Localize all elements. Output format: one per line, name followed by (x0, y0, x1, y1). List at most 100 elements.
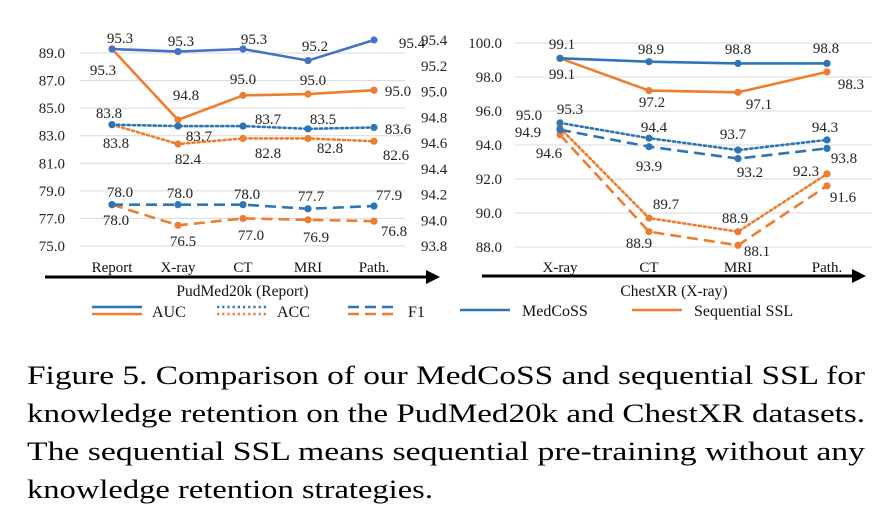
series-line-sequential-ssl-f1 (559, 133, 828, 247)
data-point (734, 241, 742, 249)
data-label: 77.7 (298, 189, 325, 205)
data-point (645, 134, 653, 142)
data-point (556, 126, 564, 134)
data-label: 78.0 (107, 185, 133, 201)
data-label: 92.3 (793, 164, 819, 180)
data-label: 83.7 (186, 129, 213, 145)
legend-label: F1 (408, 304, 425, 321)
data-label: 93.2 (737, 165, 763, 181)
data-label: 83.6 (385, 122, 412, 138)
data-label: 94.4 (641, 120, 668, 136)
data-point (734, 155, 742, 163)
data-label: 78.0 (167, 186, 193, 202)
data-point (823, 182, 831, 190)
y-tick-label-left: 88.0 (476, 240, 502, 256)
data-point (823, 59, 831, 67)
data-point (645, 228, 653, 236)
legend: MedCoSS Sequential SSL (460, 303, 793, 320)
data-label: 94.6 (536, 146, 563, 162)
y-tick-label-left: 83.0 (39, 129, 65, 145)
data-label: 82.8 (317, 141, 343, 157)
data-point (304, 125, 312, 133)
data-point (370, 123, 378, 132)
data-label: 93.7 (720, 127, 747, 143)
data-point (239, 45, 247, 53)
data-point (174, 116, 182, 124)
data-point (239, 134, 247, 143)
data-point (174, 47, 182, 56)
legend-label: MedCoSS (522, 303, 588, 320)
data-point (645, 58, 653, 66)
data-label: 95.3 (168, 34, 194, 50)
data-point (239, 214, 247, 223)
x-tick-label: Report (92, 260, 134, 276)
data-point (370, 202, 378, 210)
x-tick-label: X-ray (543, 260, 578, 276)
data-point (370, 36, 378, 44)
series-line-medcoss-acc (558, 121, 829, 152)
data-label: 91.6 (830, 190, 857, 206)
caption-line: Figure 5. Comparison of our MedCoSS and … (27, 361, 865, 390)
data-point (370, 137, 378, 145)
data-point (734, 228, 742, 236)
data-label: 95.0 (300, 73, 326, 89)
legend: AUC ACC F1 (92, 304, 425, 321)
data-label: 76.5 (170, 234, 196, 250)
data-point (645, 87, 653, 95)
data-label: 88.1 (744, 244, 770, 260)
data-point (734, 59, 742, 67)
x-tick-label: CT (233, 260, 252, 276)
data-label: 78.0 (103, 213, 129, 229)
data-point (304, 57, 312, 65)
y-tick-label-left: 94.0 (476, 138, 502, 154)
data-label: 95.0 (385, 84, 411, 100)
data-label: 83.8 (103, 136, 129, 152)
data-label: 77.0 (238, 228, 264, 244)
data-label: 89.7 (653, 197, 680, 213)
data-label: 95.3 (90, 63, 116, 79)
data-label: 95.0 (516, 108, 542, 124)
data-point (734, 146, 742, 154)
data-point (108, 201, 116, 209)
data-label: 88.9 (722, 211, 748, 227)
data-point (823, 136, 831, 144)
data-label: 95.3 (107, 31, 133, 47)
data-point (823, 144, 831, 152)
data-label: 83.5 (310, 112, 336, 128)
series-line-medcoss-f1 (112, 203, 375, 211)
y-tick-label-right: 94.4 (421, 162, 448, 178)
y-tick-label-left: 96.0 (476, 104, 502, 120)
y-tick-label-left: 89.0 (39, 46, 65, 62)
data-label: 78.0 (234, 187, 260, 203)
data-point (174, 122, 182, 130)
data-label: 83.7 (255, 112, 282, 128)
data-label: 94.8 (173, 88, 199, 104)
x-tick-label: CT (639, 260, 658, 276)
data-point (174, 140, 182, 148)
data-label: 98.8 (725, 42, 751, 58)
x-tick-label: MRI (724, 260, 752, 276)
pudmed20k-chart: 89.0 87.0 85.0 83.0 81.0 79.0 77.0 75.0 95.4 95.2… (39, 31, 448, 321)
data-label: 82.6 (383, 148, 410, 164)
series-line-sequential-ssl-auc (559, 57, 828, 94)
data-label: 82.4 (175, 152, 202, 168)
data-point (645, 143, 653, 151)
chestxr-chart: 100.0 98.0 96.0 94.0 92.0 90.0 88.0 X-ray CT MRI P… (460, 36, 872, 320)
y-tick-label-right: 95.4 (421, 33, 448, 49)
data-label: 95.4 (399, 36, 426, 52)
y-tick-label-left: 75.0 (39, 239, 65, 255)
y-tick-label-left: 81.0 (39, 156, 65, 172)
data-label: 93.9 (636, 159, 662, 175)
y-tick-label-left: 92.0 (476, 172, 502, 188)
data-label: 98.9 (638, 42, 664, 58)
data-label: 95.0 (230, 72, 256, 88)
legend-label: Sequential SSL (694, 303, 793, 320)
data-point (370, 217, 378, 225)
y-tick-label-left: 90.0 (476, 206, 502, 222)
series-line-medcoss-auc (559, 57, 827, 65)
data-label: 95.2 (302, 39, 328, 55)
data-point (823, 68, 831, 76)
y-tick-label-right: 94.6 (421, 136, 448, 152)
y-tick-label-left: 98.0 (476, 70, 502, 86)
